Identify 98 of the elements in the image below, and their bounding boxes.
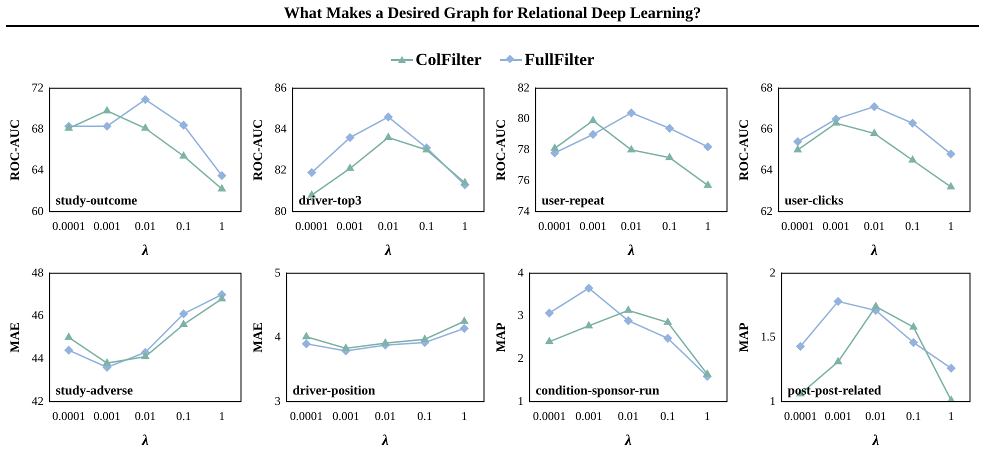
x-axis-title: λ bbox=[626, 242, 635, 259]
x-axis-title: λ bbox=[140, 242, 149, 259]
x-tick-label: 0.001 bbox=[575, 408, 602, 423]
x-tick-label: 0.0001 bbox=[532, 408, 566, 423]
x-tick-label: 1 bbox=[461, 408, 468, 423]
annotation: user-repeat bbox=[542, 192, 606, 208]
y-axis-title: ROC-AUC bbox=[736, 119, 752, 181]
y-axis-title: ROC-AUC bbox=[493, 119, 508, 181]
x-axis-title: λ bbox=[871, 432, 880, 449]
x-tick-label: 0.001 bbox=[94, 218, 121, 233]
annotation: study-outcome bbox=[56, 192, 138, 208]
x-tick-label: 0.001 bbox=[822, 218, 850, 233]
annotation: study-adverse bbox=[56, 382, 134, 398]
x-axis-title: λ bbox=[140, 432, 149, 449]
x-axis-title: λ bbox=[870, 242, 878, 259]
y-tick-label: 74 bbox=[518, 204, 530, 218]
x-tick-label: 0.1 bbox=[906, 408, 921, 423]
x-tick-label: 0.1 bbox=[419, 218, 434, 233]
x-tick-label: 1 bbox=[218, 218, 225, 233]
x-tick-label: 1 bbox=[704, 408, 710, 423]
y-tick-label: 80 bbox=[518, 111, 530, 126]
x-axis-title: λ bbox=[384, 242, 392, 259]
y-axis-title: MAE bbox=[250, 322, 266, 353]
y-tick-label: 1 bbox=[518, 394, 524, 408]
y-tick-label: 1 bbox=[770, 394, 776, 408]
y-axis-title: ROC-AUC bbox=[7, 119, 22, 181]
y-tick-label: 72 bbox=[32, 80, 44, 94]
y-tick-label: 80 bbox=[274, 204, 287, 218]
annotation: user-clicks bbox=[784, 192, 844, 208]
x-tick-label: 0.01 bbox=[378, 218, 399, 233]
y-tick-label: 5 bbox=[274, 265, 281, 280]
x-tick-label: 0.0001 bbox=[290, 408, 323, 423]
x-tick-label: 0.1 bbox=[176, 408, 192, 423]
annotation: condition-sponsor-run bbox=[536, 382, 660, 398]
x-tick-label: 0.01 bbox=[618, 408, 639, 423]
annotation: driver-position bbox=[292, 382, 376, 398]
x-tick-label: 0.01 bbox=[865, 408, 886, 423]
y-tick-label: 2 bbox=[518, 350, 524, 365]
x-tick-label: 0.0001 bbox=[52, 218, 86, 233]
x-tick-label: 1 bbox=[218, 408, 225, 423]
y-tick-label: 44 bbox=[32, 350, 44, 365]
x-tick-label: 0.0001 bbox=[781, 218, 814, 233]
x-tick-label: 0.01 bbox=[374, 408, 396, 423]
y-tick-label: 48 bbox=[32, 265, 44, 280]
y-axis-title: MAE bbox=[7, 322, 22, 353]
y-tick-label: 62 bbox=[760, 204, 773, 218]
x-tick-label: 0.1 bbox=[417, 408, 432, 423]
y-axis-title: ROC-AUC bbox=[250, 119, 266, 181]
y-tick-label: 42 bbox=[32, 394, 44, 408]
y-tick-label: 46 bbox=[32, 308, 44, 322]
y-tick-label: 68 bbox=[32, 121, 44, 136]
legend-label: FullFilter bbox=[524, 50, 594, 70]
x-tick-label: 0.001 bbox=[580, 218, 607, 233]
x-tick-label: 0.001 bbox=[94, 408, 121, 423]
x-tick-label: 0.0001 bbox=[295, 218, 328, 233]
y-tick-label: 3 bbox=[274, 394, 281, 408]
y-tick-label: 1.5 bbox=[760, 330, 776, 344]
y-tick-label: 60 bbox=[32, 204, 44, 218]
x-tick-label: 1 bbox=[462, 218, 468, 233]
x-tick-label: 0.01 bbox=[134, 408, 156, 423]
annotation: driver-top3 bbox=[298, 192, 362, 208]
y-tick-label: 82 bbox=[518, 80, 530, 94]
x-tick-label: 0.01 bbox=[620, 218, 642, 233]
x-tick-label: 0.1 bbox=[176, 218, 192, 233]
x-axis-title: λ bbox=[380, 432, 389, 449]
x-tick-label: 0.1 bbox=[660, 408, 676, 423]
x-tick-label: 0.1 bbox=[905, 218, 920, 233]
y-tick-label: 68 bbox=[760, 80, 773, 94]
x-tick-label: 0.001 bbox=[824, 408, 852, 423]
text: What Makes a Desired Graph for Relational Deep Learning? bbox=[6, 0, 979, 27]
y-axis-title: MAP bbox=[736, 322, 752, 352]
y-tick-label: 4 bbox=[274, 330, 281, 344]
y-tick-label: 78 bbox=[518, 142, 530, 156]
y-tick-label: 84 bbox=[274, 121, 287, 136]
x-tick-label: 0.001 bbox=[336, 218, 364, 233]
x-tick-label: 1 bbox=[704, 218, 711, 233]
x-tick-label: 0.001 bbox=[332, 408, 360, 423]
y-tick-label: 2 bbox=[770, 265, 776, 280]
x-tick-label: 1 bbox=[948, 408, 954, 423]
y-tick-label: 3 bbox=[518, 308, 524, 322]
x-tick-label: 1 bbox=[948, 218, 954, 233]
y-tick-label: 76 bbox=[518, 172, 530, 187]
y-tick-label: 64 bbox=[760, 162, 773, 177]
x-tick-label: 0.0001 bbox=[784, 408, 817, 423]
x-tick-label: 0.01 bbox=[134, 218, 156, 233]
y-tick-label: 82 bbox=[274, 162, 287, 177]
y-axis-title: MAP bbox=[493, 322, 508, 352]
x-tick-label: 0.1 bbox=[662, 218, 678, 233]
annotation: post-post-related bbox=[788, 382, 882, 398]
legend-label: ColFilter bbox=[416, 50, 482, 70]
y-tick-label: 66 bbox=[760, 121, 773, 136]
x-tick-label: 0.0001 bbox=[538, 218, 572, 233]
x-tick-label: 0.01 bbox=[864, 218, 885, 233]
y-tick-label: 86 bbox=[274, 80, 287, 94]
y-tick-label: 64 bbox=[32, 162, 44, 177]
y-tick-label: 4 bbox=[518, 265, 524, 280]
x-axis-title: λ bbox=[624, 432, 632, 449]
x-tick-label: 0.0001 bbox=[52, 408, 86, 423]
